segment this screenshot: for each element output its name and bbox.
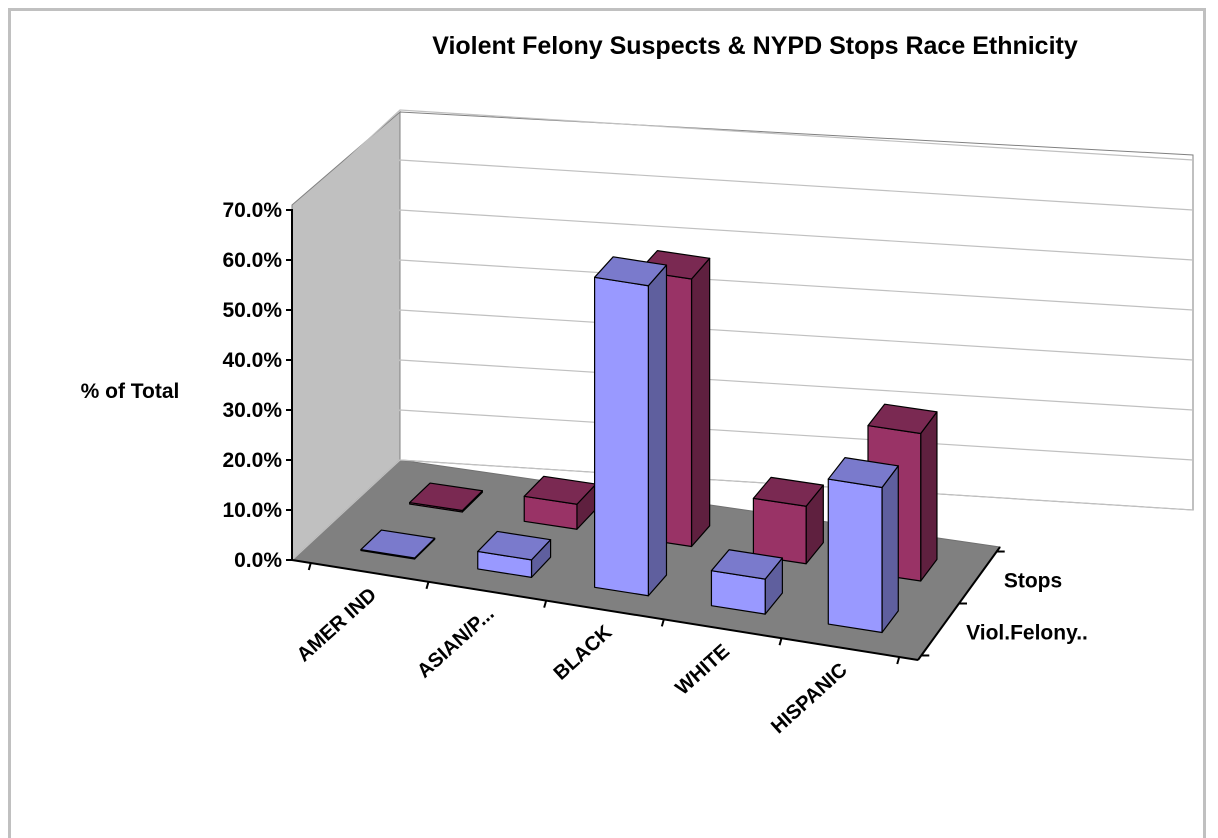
x-tick-mark	[896, 656, 901, 665]
bar	[409, 482, 483, 513]
y-tick-labels: 0.0% 10.0% 20.0% 30.0% 40.0% 50.0% 60.0% 70.0%	[222, 199, 282, 572]
bar-top	[827, 457, 899, 489]
gridlines	[291, 109, 1194, 561]
axes	[286, 209, 1005, 665]
bar-top	[710, 549, 783, 580]
series-labels: Viol.Felony.. Stops	[966, 570, 1088, 645]
bar	[827, 457, 899, 634]
x-tick-label: WHITE	[671, 640, 734, 699]
y-tick-label: 70.0%	[222, 199, 282, 222]
x-tick-label: AMER IND	[293, 584, 381, 667]
bar	[360, 529, 436, 560]
x-axis-line	[291, 559, 919, 661]
bar-side	[920, 411, 938, 582]
y-tick-label: 40.0%	[222, 349, 282, 372]
y-tick-label: 10.0%	[222, 499, 282, 522]
bar	[523, 475, 597, 530]
x-tick-label: HISPANIC	[767, 659, 852, 738]
x-tick-mark	[543, 600, 548, 608]
bar-side	[647, 264, 668, 597]
bar-front	[593, 276, 649, 597]
chart-canvas: Violent Felony Suspects & NYPD Stops Rac…	[81, 32, 1194, 738]
gridline	[291, 259, 1194, 361]
bar-side	[881, 465, 899, 634]
gridline	[291, 309, 1194, 411]
y-tick-label: 20.0%	[222, 449, 282, 472]
x-tick-mark	[660, 619, 665, 627]
bar-top	[477, 530, 552, 561]
x-tick-label: BLACK	[550, 621, 617, 685]
series-label: Stops	[1004, 570, 1062, 593]
y-tick-label: 30.0%	[222, 399, 282, 422]
bar-top	[360, 529, 436, 559]
series-label: Viol.Felony..	[966, 621, 1088, 644]
bar	[752, 476, 824, 565]
y-tick-label: 50.0%	[222, 299, 282, 322]
bar	[593, 256, 668, 597]
x-tick-mark	[307, 562, 312, 571]
gridline	[291, 159, 1194, 261]
bar-front	[752, 497, 807, 565]
x-tick-label: ASIAN/P...	[413, 603, 498, 683]
x-tick-mark	[778, 637, 783, 646]
bar	[710, 549, 783, 615]
gridline	[291, 209, 1194, 311]
bar-front	[827, 478, 883, 634]
bar-side	[690, 257, 711, 548]
bar-top	[867, 403, 938, 435]
y-tick-label: 60.0%	[222, 249, 282, 272]
bar-top	[593, 256, 668, 287]
bar-top	[752, 476, 824, 507]
chart-title: Violent Felony Suspects & NYPD Stops Rac…	[432, 32, 1078, 60]
bar	[477, 530, 552, 578]
y-axis-label: % of Total	[81, 380, 180, 403]
bar-top	[409, 482, 483, 512]
gridline	[291, 109, 1194, 211]
gridline	[291, 359, 1194, 461]
x-tick-mark	[425, 581, 430, 590]
back-wall	[399, 111, 1194, 511]
y-tick-label: 0.0%	[234, 549, 282, 572]
bars	[360, 250, 938, 634]
